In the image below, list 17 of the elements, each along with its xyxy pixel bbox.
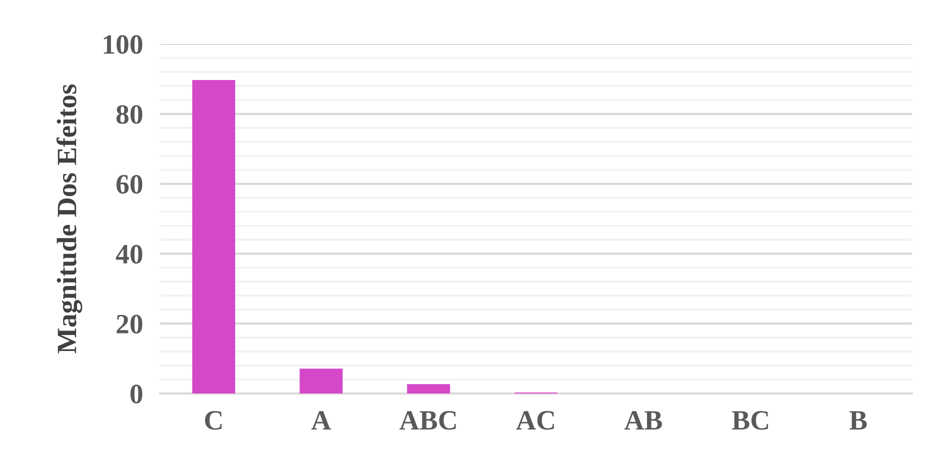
x-tick-label: AC (516, 411, 554, 430)
y-tick-label: 100 (104, 35, 142, 54)
y-tick-label: 20 (116, 314, 142, 334)
y-tick-label: 80 (116, 105, 142, 124)
x-tick-label: ABC (400, 411, 456, 430)
y-axis-title: Magnitude Dos Efeitos (56, 84, 82, 354)
y-tick-label: 40 (116, 244, 142, 264)
x-tick-label: AB (624, 411, 662, 430)
x-tick-label: A (311, 411, 331, 430)
y-tick-label: 60 (116, 174, 142, 194)
y-tick-label: 0 (130, 384, 142, 404)
bar (407, 384, 450, 394)
x-tick-label: B (849, 411, 867, 430)
x-tick-label: C (205, 411, 222, 430)
bar (300, 368, 343, 394)
x-tick-label: BC (732, 411, 768, 430)
bar (192, 80, 236, 394)
